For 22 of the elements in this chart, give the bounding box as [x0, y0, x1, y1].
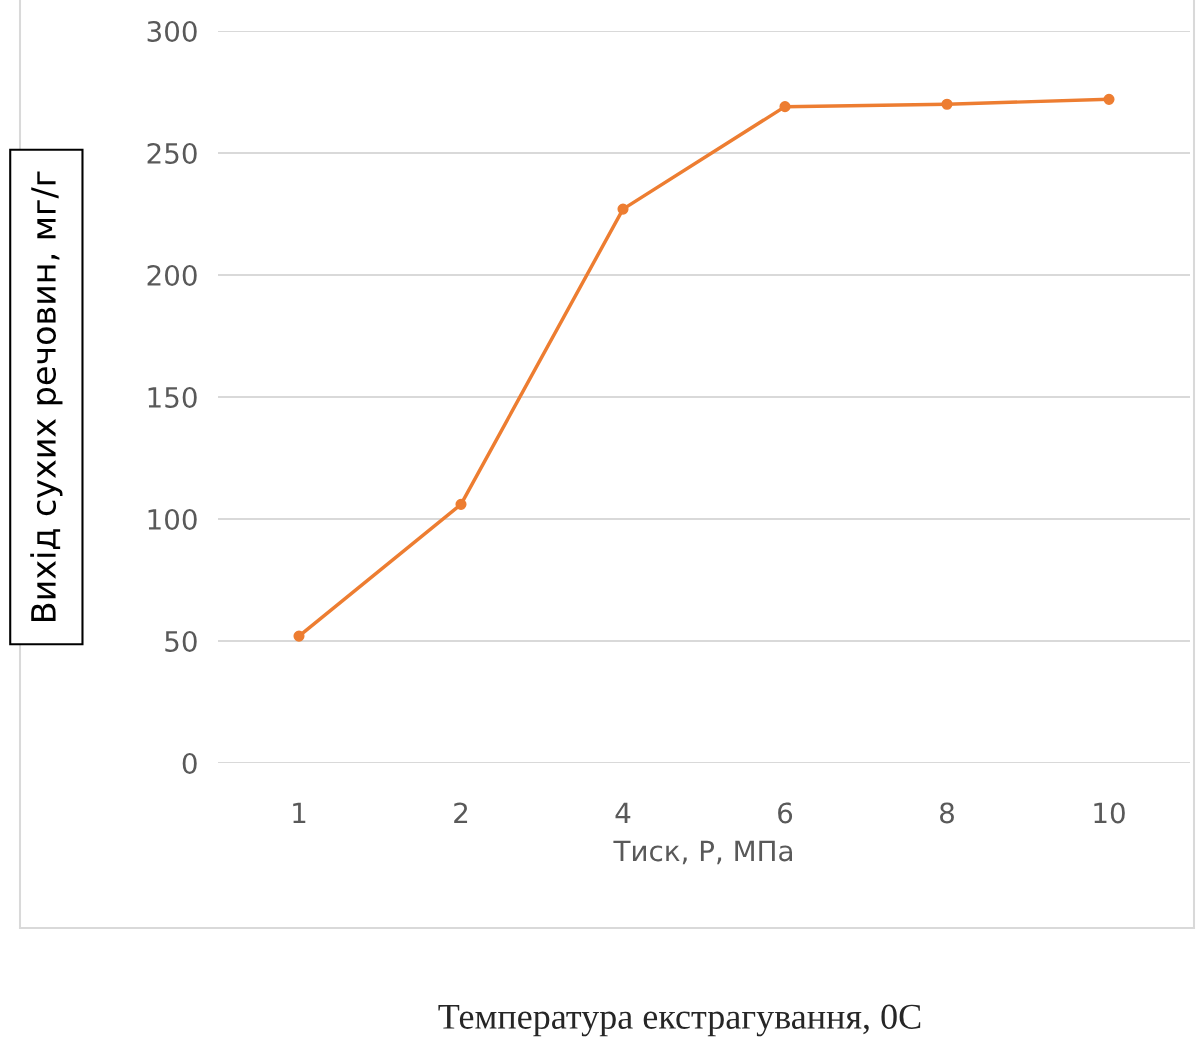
- x-tick-label: 2: [454, 802, 468, 823]
- y-tick-label: 250: [147, 142, 197, 164]
- y-tick-label: 200: [147, 264, 197, 286]
- text: Температура екстрагування, 0C: [438, 1004, 921, 1037]
- y-axis-title: Вихід сухих речовин, мг/г: [30, 171, 63, 621]
- y-tick-label: 50: [165, 630, 197, 652]
- x-tick-label: 4: [615, 802, 631, 823]
- x-tick-label: 10: [1094, 802, 1125, 824]
- point: [293, 630, 305, 642]
- x-tick-label: 1: [293, 802, 306, 823]
- point: [1103, 93, 1115, 105]
- y-tick-label: 100: [148, 508, 197, 530]
- x-tick-label: 8: [940, 802, 954, 824]
- y-tick-label: 0: [182, 752, 197, 774]
- y-tick-label: 150: [148, 386, 197, 408]
- point: [779, 101, 791, 113]
- point: [617, 203, 629, 215]
- point: [941, 98, 953, 110]
- x-tick-label: 6: [778, 802, 793, 824]
- x-axis-title: Тиск, P, МПа: [613, 840, 792, 865]
- point: [455, 498, 467, 510]
- y-tick-label: 300: [147, 20, 197, 42]
